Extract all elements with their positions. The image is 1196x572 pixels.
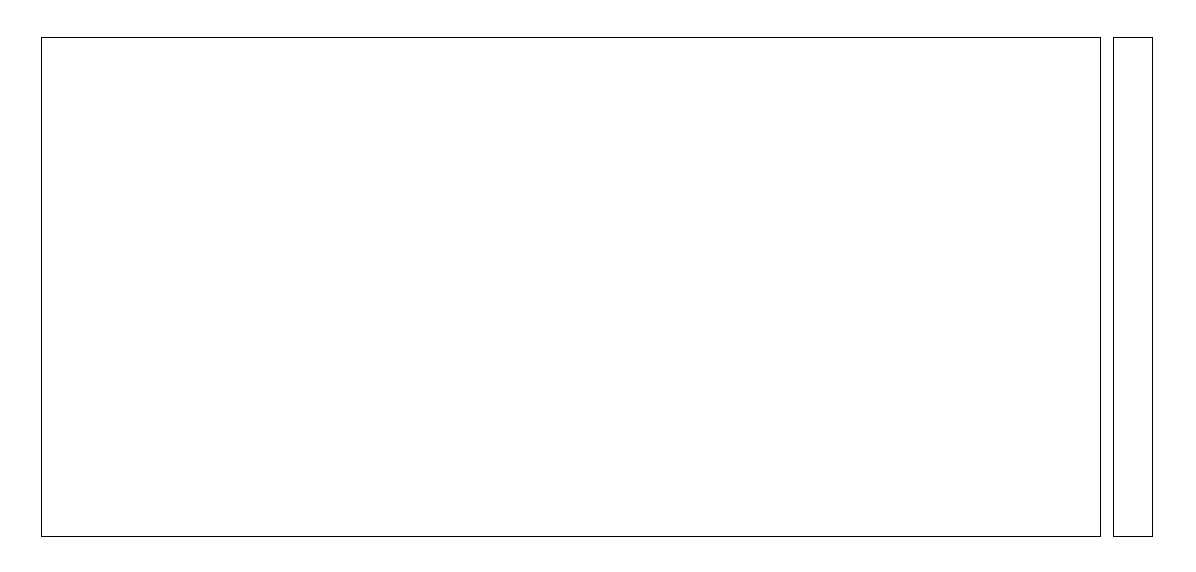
heatmap-plot-frame (41, 37, 1101, 537)
colorbar-ticks (1113, 37, 1196, 537)
heatmap-grid (42, 38, 1100, 536)
colorbar (1113, 37, 1153, 537)
